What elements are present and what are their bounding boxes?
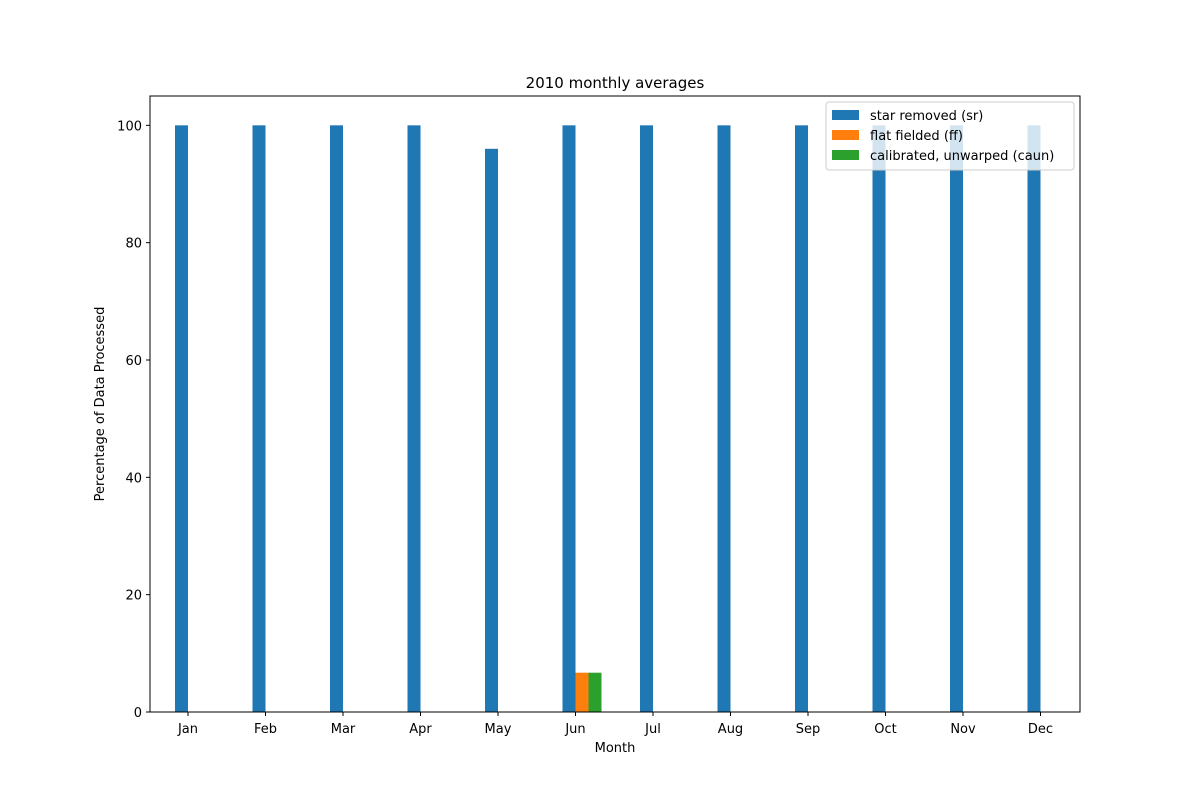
x-axis-title: Month xyxy=(595,741,636,756)
y-tick-label: 40 xyxy=(125,471,142,486)
x-tick-label: Feb xyxy=(254,722,277,737)
bars-group xyxy=(175,125,1041,713)
y-axis: 0 20 40 60 80 100 xyxy=(117,119,150,721)
bar-mar-series-1 xyxy=(330,125,343,712)
chart-title: 2010 monthly averages xyxy=(526,74,705,92)
bar-jan-series-1 xyxy=(175,125,188,712)
legend-box xyxy=(825,101,1075,171)
legend-label-3: calibrated, unwarped (caun) xyxy=(870,149,1054,164)
y-tick-label: 60 xyxy=(125,354,142,369)
x-tick-label: May xyxy=(485,722,512,737)
y-axis-title: Percentage of Data Processed xyxy=(93,307,108,502)
bar-aug-series-1 xyxy=(717,125,731,712)
x-axis: Jan Feb Mar Apr May Jun Jul Aug Sep Oct Nov Dec xyxy=(177,712,1053,737)
bar-may-series-1 xyxy=(485,148,498,713)
y-tick-label: 100 xyxy=(117,119,142,134)
legend-label-1: star removed (sr) xyxy=(870,109,983,124)
legend-label-2: flat fielded (ff) xyxy=(870,129,963,144)
legend-swatch-2 xyxy=(832,130,859,140)
bar-nov-series-1 xyxy=(950,125,963,712)
x-tick-label: Mar xyxy=(331,722,356,737)
x-tick-label: Aug xyxy=(718,722,743,737)
x-tick-label: Apr xyxy=(409,722,432,737)
bar-apr-series-1 xyxy=(407,125,421,712)
x-tick-label: Sep xyxy=(796,722,821,737)
bar-oct-series-1 xyxy=(872,125,886,712)
x-tick-label: Nov xyxy=(950,722,976,737)
x-tick-label: Jul xyxy=(644,722,661,737)
x-tick-label: Dec xyxy=(1028,722,1053,737)
bar-jun-series-2 xyxy=(575,672,589,712)
bar-jun-series-1 xyxy=(562,125,576,712)
x-tick-label: Jun xyxy=(564,722,585,737)
bar-feb-series-1 xyxy=(252,125,266,712)
y-tick-label: 0 xyxy=(134,706,142,721)
x-tick-label: Jan xyxy=(177,722,198,737)
x-tick-label: Oct xyxy=(874,722,896,737)
y-tick-label: 80 xyxy=(125,237,142,252)
y-tick-label: 20 xyxy=(125,589,142,604)
legend: star removed (sr) flat fielded (ff) calibr… xyxy=(825,101,1075,171)
bar-sep-series-1 xyxy=(795,125,808,712)
plot-frame xyxy=(149,95,1081,713)
bar-jun-series-3 xyxy=(588,672,602,712)
bar-jul-series-1 xyxy=(640,125,653,712)
bar-dec-series-1 xyxy=(1027,125,1041,712)
legend-swatch-1 xyxy=(832,110,859,120)
legend-swatch-3 xyxy=(832,150,859,160)
